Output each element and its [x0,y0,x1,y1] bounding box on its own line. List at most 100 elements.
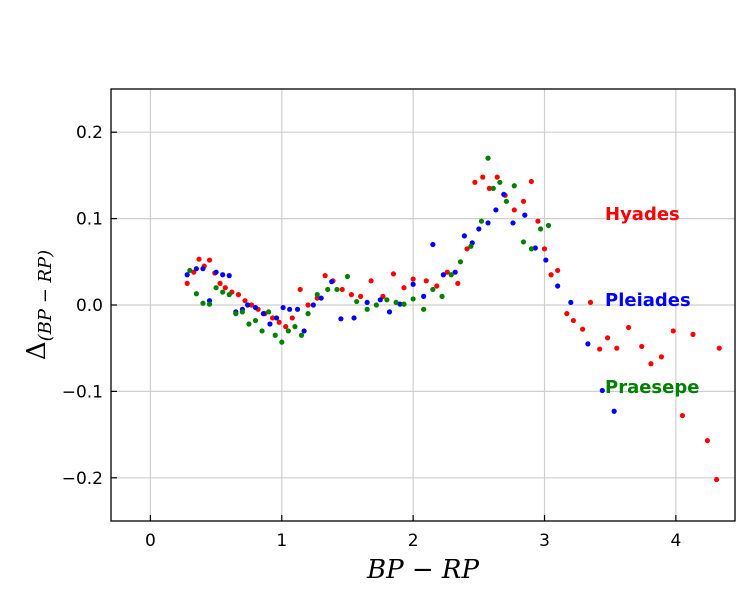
axis-ticks: 0 1 2 3 4 −0.2 −0.1 0.0 0.1 0.2 [62,123,682,551]
data-point [294,306,301,312]
data-point [448,272,454,278]
y-tick-label: 0.2 [76,123,103,143]
data-point [305,311,311,317]
data-point [468,243,474,249]
data-point [348,292,355,298]
data-point [421,293,427,299]
data-point [358,293,364,299]
data-point [386,309,393,315]
data-point [440,272,446,278]
data-point [220,272,226,278]
data-point [704,438,711,444]
data-point [200,300,206,306]
data-point [597,346,603,352]
data-point [580,326,586,332]
data-point [568,299,574,306]
x-tick-label: 1 [276,531,287,551]
data-point [397,301,403,307]
data-point [520,198,527,204]
data-point [490,185,496,191]
data-point [252,304,259,311]
data-point [279,339,285,345]
data-point [187,267,193,274]
data-point [535,218,541,224]
data-point [276,319,282,325]
data-point [280,304,286,311]
data-point [532,245,538,251]
data-point [543,257,549,263]
data-point [289,315,295,321]
data-point [439,293,445,299]
data-point [329,279,335,285]
data-point [273,315,280,321]
data-point [401,301,407,307]
x-tick-label: 3 [539,531,550,551]
data-point [639,343,645,350]
data-point [344,273,351,280]
data-point [200,266,206,272]
data-point [520,239,527,245]
data-point [325,286,331,293]
data-point [494,174,500,180]
data-point [522,212,528,218]
data-point [444,269,450,275]
data-point [611,408,617,414]
data-point [364,299,370,306]
data-point [267,321,273,327]
data-point [410,276,416,282]
data-point [269,315,276,321]
data-point [292,324,298,330]
y-tick-label: −0.2 [62,469,103,489]
data-point [193,291,199,297]
data-point [714,476,720,483]
data-point [242,298,248,304]
y-tick-label: −0.1 [62,382,103,402]
data-point [246,321,252,327]
data-point [206,257,213,263]
data-point [716,345,722,351]
data-point [390,271,397,277]
data-point [423,278,429,284]
data-point [377,297,383,303]
data-point [206,301,213,307]
data-point [625,324,632,331]
data-point [196,256,202,262]
data-point [301,328,307,334]
legend-label-hyades: Hyades [605,204,680,225]
data-point [555,267,561,274]
data-point [497,179,503,185]
data-point [464,246,470,252]
data-point [461,233,467,239]
data-point [373,302,379,308]
data-point [476,226,482,232]
legend-label-praesepe: Praesepe [605,377,699,398]
data-point [233,311,239,317]
data-point [528,246,534,252]
data-point [260,311,266,317]
legend: Hyades Pleiades Praesepe [605,204,699,398]
data-point [452,269,458,275]
data-point [239,309,245,315]
data-point [410,281,416,287]
data-point [564,311,570,317]
y-axis-label-sub: (BP − RP) [35,250,56,342]
data-point [658,354,665,360]
data-point [226,292,232,298]
data-point [690,331,696,337]
data-points [184,155,722,483]
data-point [193,266,199,272]
data-point [486,185,492,191]
data-point [670,328,676,334]
data-point [555,283,561,289]
data-point [213,285,219,291]
data-point [272,332,278,338]
data-point [511,207,517,213]
data-point [314,292,320,298]
data-point [322,273,328,279]
data-point [430,286,436,293]
data-point [501,191,507,198]
data-point [318,295,324,301]
data-point [364,306,370,312]
data-point [545,222,552,229]
data-point [220,289,226,295]
